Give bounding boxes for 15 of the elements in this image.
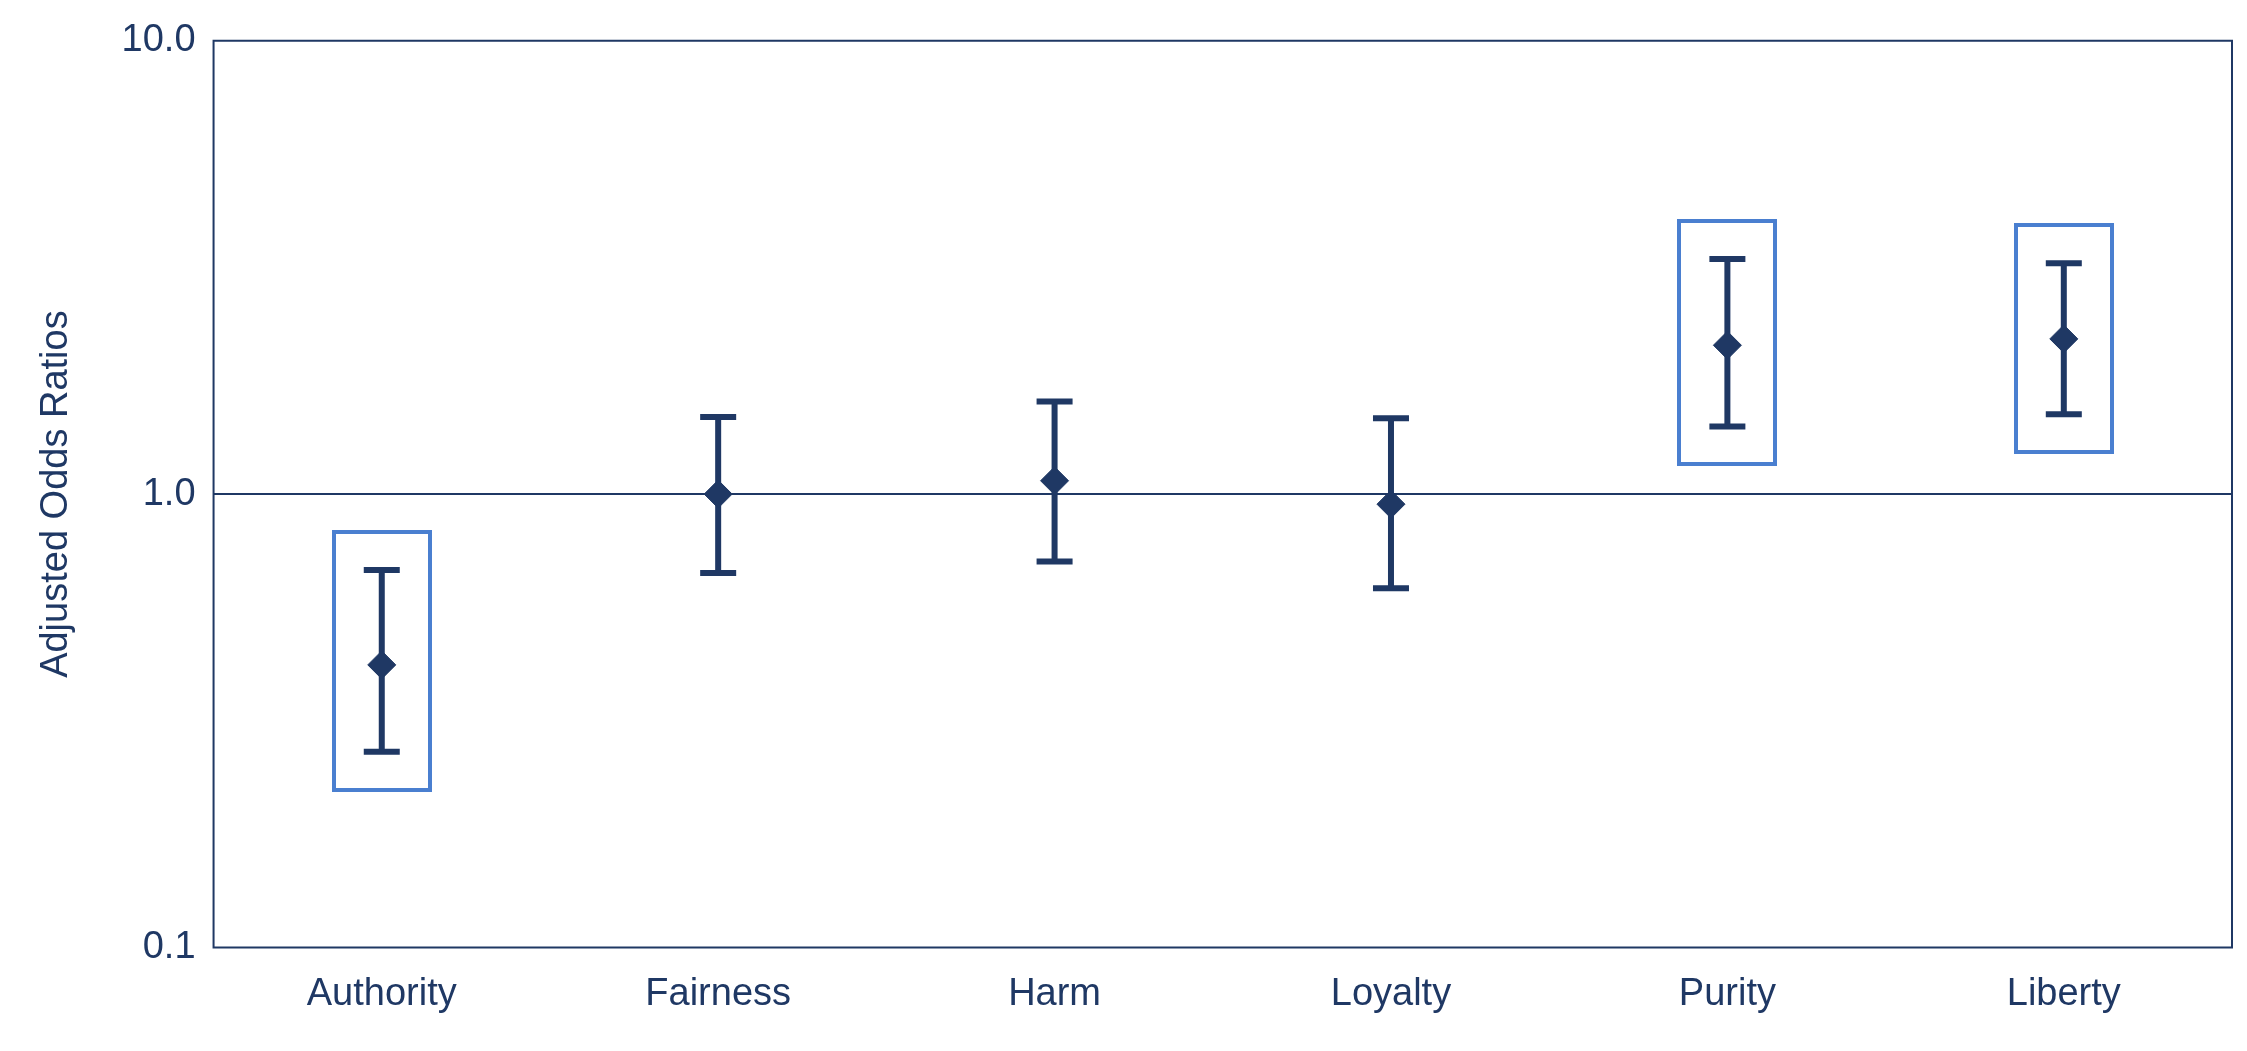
y-axis-title: Adjusted Odds Ratios xyxy=(33,310,76,678)
y-tick-label: 1.0 xyxy=(142,470,196,513)
x-tick-label: Liberty xyxy=(2006,970,2121,1013)
x-tick-label: Authority xyxy=(306,970,457,1013)
y-tick-label: 10.0 xyxy=(121,17,196,60)
x-tick-label: Fairness xyxy=(645,970,792,1013)
point xyxy=(703,479,733,509)
point xyxy=(2049,324,2079,354)
point xyxy=(1712,330,1742,360)
y-tick-label: 0.1 xyxy=(142,923,196,966)
point xyxy=(1040,466,1070,496)
point xyxy=(367,650,397,680)
x-tick-label: Harm xyxy=(1008,970,1102,1013)
x-tick-label: Purity xyxy=(1678,970,1776,1013)
x-tick-label: Loyalty xyxy=(1330,970,1452,1013)
